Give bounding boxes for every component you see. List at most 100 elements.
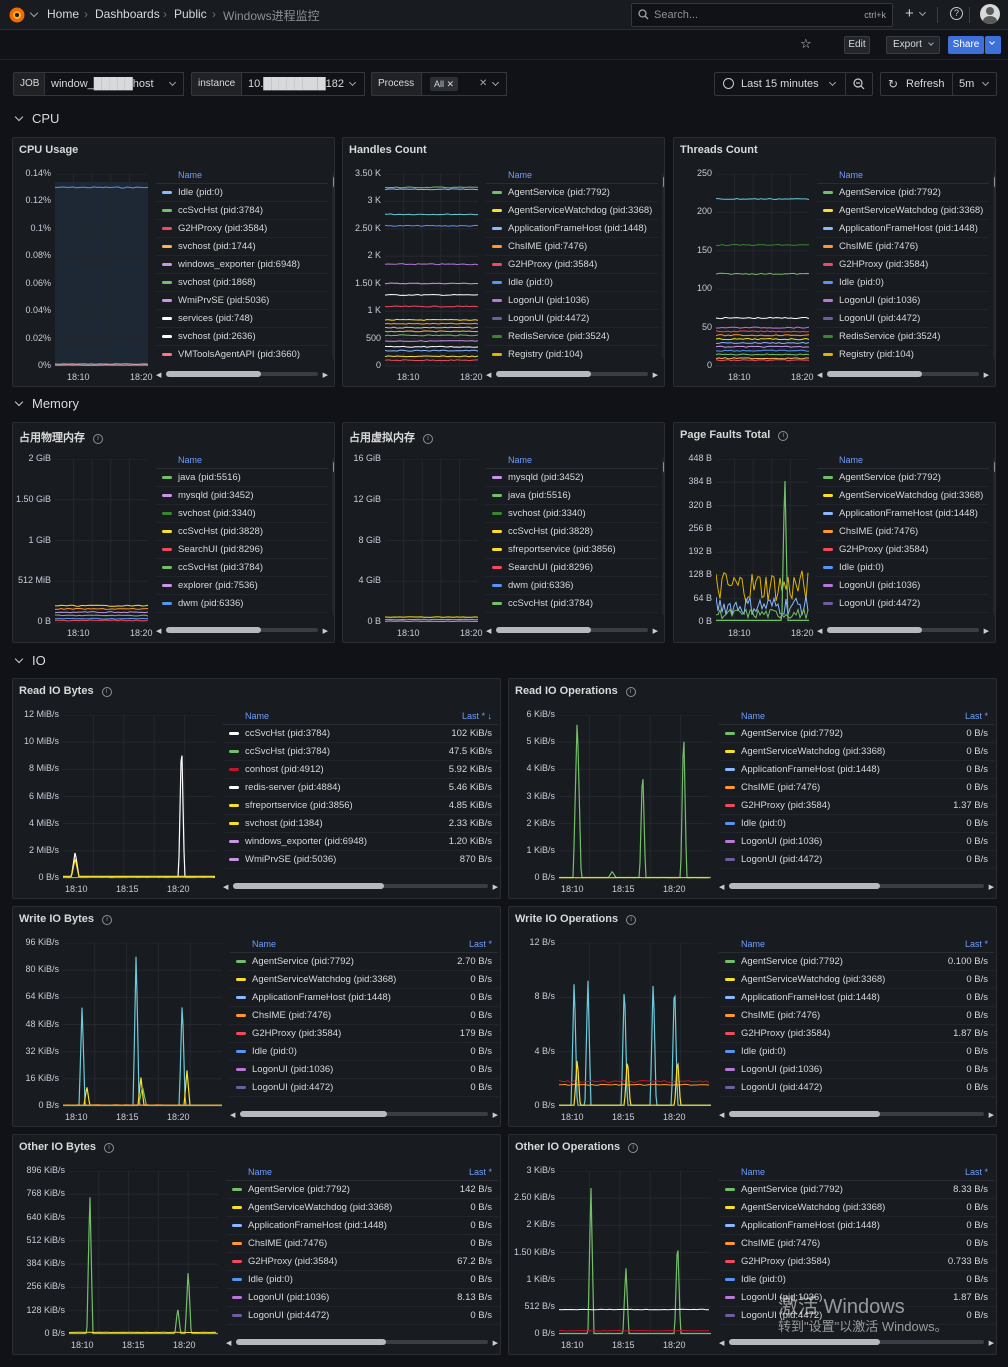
legend-horizontal-scrollbar[interactable]: ◀ ▶: [156, 371, 328, 379]
legend-row[interactable]: ChsIME (pid:7476) 0 B/s: [719, 779, 994, 797]
panel-write-io-operations[interactable]: Write IO Operations i 12 B/s 8 B/s 4 B/s 0 B/…: [508, 906, 997, 1127]
legend-row[interactable]: Idle (pid:0) 0 B/s: [719, 1271, 994, 1289]
row-io[interactable]: IO: [14, 653, 46, 668]
legend-row[interactable]: G2HProxy (pid:3584): [817, 541, 989, 559]
legend-table[interactable]: Name AgentService (pid:7792) AgentServiceW…: [486, 170, 658, 360]
info-icon[interactable]: i: [104, 1143, 115, 1153]
legend-row[interactable]: ApplicationFrameHost (pid:1448): [486, 220, 658, 238]
legend-header-last[interactable]: Last *: [468, 939, 492, 949]
legend-header-last[interactable]: Last *: [964, 1167, 988, 1177]
legend-row[interactable]: Idle (pid:0): [486, 274, 658, 292]
scrollbar-thumb[interactable]: [827, 627, 922, 633]
legend-row[interactable]: ccSvcHst (pid:3828): [156, 523, 328, 541]
row-cpu[interactable]: CPU: [14, 111, 59, 126]
panel-threads-count[interactable]: Threads Count 250 200 150 100 50 0 18:10 18:20 Na…: [673, 137, 996, 387]
legend-row[interactable]: LogonUI (pid:4472): [486, 310, 658, 328]
info-icon[interactable]: i: [102, 915, 112, 925]
legend-horizontal-scrollbar[interactable]: ◀ ▶: [817, 371, 989, 379]
legend-table[interactable]: Name Last * AgentService (pid:7792) 142 B/s…: [226, 1167, 498, 1328]
legend-row[interactable]: WmiPrvSE (pid:5036) 870 B/s: [223, 851, 498, 869]
legend-row[interactable]: java (pid:5516): [156, 469, 328, 487]
legend-row[interactable]: LogonUI (pid:1036): [486, 292, 658, 310]
scroll-right-icon[interactable]: ▶: [983, 628, 989, 635]
legend-row[interactable]: Idle (pid:0) 0 B/s: [230, 1043, 498, 1061]
chart-plot-area[interactable]: [559, 715, 711, 880]
legend-header-name[interactable]: Name: [741, 1167, 766, 1177]
legend-row[interactable]: AgentServiceWatchdog (pid:3368): [817, 202, 989, 220]
legend-row[interactable]: ApplicationFrameHost (pid:1448) 0 B/s: [230, 989, 498, 1007]
legend-table[interactable]: Name Last * AgentService (pid:7792) 0 B/s Ag…: [719, 711, 994, 872]
legend-row[interactable]: RedisService (pid:3524)0 B/s: [226, 1325, 498, 1328]
legend-row[interactable]: svchost (pid:2636): [156, 328, 328, 346]
legend-table[interactable]: Name Last * AgentService (pid:7792) 2.70 B/…: [230, 939, 498, 1100]
instance-variable-select[interactable]: 10.████████182: [241, 72, 365, 96]
legend-row[interactable]: ChsIME (pid:7476) 0 B/s: [226, 1235, 498, 1253]
legend-row[interactable]: AgentService (pid:7792) 0 B/s: [719, 725, 994, 743]
info-icon[interactable]: i: [625, 687, 636, 697]
scroll-left-icon[interactable]: ◀: [156, 372, 162, 379]
legend-row[interactable]: svchost (pid:1868): [156, 274, 328, 292]
legend-header-last[interactable]: Last *: [964, 939, 988, 949]
breadcrumb-home[interactable]: Home: [47, 7, 80, 21]
legend-row[interactable]: services (pid:748): [156, 310, 328, 328]
scroll-left-icon[interactable]: ◀: [226, 1340, 232, 1347]
legend-row[interactable]: sfreportservice (pid:3856): [156, 613, 328, 616]
legend-row[interactable]: RedisService (pid:3524): [817, 613, 989, 616]
legend-row[interactable]: ccSvcHst (pid:3784): [156, 559, 328, 577]
legend-horizontal-scrollbar[interactable]: ◀ ▶: [719, 1339, 994, 1347]
panel-other-io-bytes[interactable]: Other IO Bytes i 896 KiB/s 768 KiB/s 640 KiB…: [12, 1134, 501, 1355]
scrollbar-thumb[interactable]: [994, 176, 995, 188]
legend-row[interactable]: svchost (pid:1384) 2.33 KiB/s: [223, 815, 498, 833]
chart-plot-area[interactable]: [716, 459, 809, 624]
legend-row[interactable]: AgentServiceWatchdog (pid:3368) 0 B/s: [719, 1199, 994, 1217]
legend-table[interactable]: Name Last * AgentService (pid:7792) 0.100 B…: [719, 939, 994, 1100]
info-icon[interactable]: i: [423, 434, 433, 444]
panel-cpu-usage[interactable]: CPU Usage 0.14% 0.12% 0.1% 0.08% 0.06% 0.04% 0.…: [12, 137, 335, 387]
legend-row[interactable]: G2HProxy (pid:3584) 0.733 B/s: [719, 1253, 994, 1271]
chart-plot-area[interactable]: [55, 459, 148, 624]
legend-row[interactable]: AgentService (pid:7792) 2.70 B/s: [230, 953, 498, 971]
legend-row[interactable]: ApplicationFrameHost (pid:1448): [817, 220, 989, 238]
scroll-left-icon[interactable]: ◀: [817, 628, 823, 635]
scroll-right-icon[interactable]: ▶: [322, 628, 328, 635]
legend-row[interactable]: dwm (pid:6336): [486, 577, 658, 595]
share-dropdown-button[interactable]: [985, 36, 1001, 54]
legend-row[interactable]: sfreportservice (pid:3856) 4.85 KiB/s: [223, 797, 498, 815]
legend-header-name[interactable]: Name: [245, 711, 270, 721]
legend-row[interactable]: ApplicationFrameHost (pid:1448) 0 B/s: [719, 1217, 994, 1235]
refresh-button[interactable]: ↻ Refresh: [880, 72, 953, 96]
scroll-right-icon[interactable]: ▶: [988, 884, 994, 891]
panel-read-io-bytes[interactable]: Read IO Bytes i 12 MiB/s 10 MiB/s 8 MiB/s 6 M…: [12, 678, 501, 899]
legend-row[interactable]: G2HProxy (pid:3584): [156, 220, 328, 238]
legend-row[interactable]: LogonUI (pid:1036) 0 B/s: [230, 1061, 498, 1079]
legend-row[interactable]: ChsIME (pid:7476): [817, 238, 989, 256]
legend-row[interactable]: ApplicationFrameHost (pid:1448): [817, 505, 989, 523]
help-icon[interactable]: ?: [950, 7, 963, 20]
refresh-interval-select[interactable]: 5m: [952, 72, 997, 96]
legend-header-last[interactable]: Last *: [964, 711, 988, 721]
add-icon[interactable]: +: [905, 5, 914, 22]
edit-button[interactable]: Edit: [844, 36, 870, 54]
legend-row[interactable]: ApplicationFrameHost (pid:1448) 0 B/s: [226, 1217, 498, 1235]
legend-row[interactable]: windows_exporter (pid:6948): [156, 256, 328, 274]
scrollbar-thumb[interactable]: [166, 371, 261, 377]
legend-row[interactable]: ccSvcHst (pid:3784) 47.5 KiB/s: [223, 743, 498, 761]
legend-row[interactable]: LogonUI (pid:1036) 1.87 B/s: [719, 1289, 994, 1307]
legend-row[interactable]: AgentService (pid:7792) 0.100 B/s: [719, 953, 994, 971]
legend-row[interactable]: Registry (pid:104): [486, 346, 658, 360]
scroll-left-icon[interactable]: ◀: [719, 884, 725, 891]
legend-header-name[interactable]: Name: [178, 455, 203, 465]
row-memory[interactable]: Memory: [14, 396, 79, 411]
clear-icon[interactable]: ✕: [479, 78, 488, 89]
scrollbar-thumb[interactable]: [729, 1111, 880, 1117]
panel-virtual-memory[interactable]: 占用虚拟内存 i 16 GiB 12 GiB 8 GiB 4 GiB 0 B 18:10 18:…: [342, 422, 665, 643]
legend-vertical-scrollbar[interactable]: [993, 457, 995, 616]
info-icon[interactable]: i: [101, 687, 112, 697]
process-chip[interactable]: All ✕: [430, 77, 459, 91]
legend-header-name[interactable]: Name: [508, 455, 533, 465]
avatar[interactable]: [980, 4, 1000, 24]
legend-horizontal-scrollbar[interactable]: ◀ ▶: [230, 1111, 498, 1119]
legend-header-name[interactable]: Name: [741, 939, 766, 949]
legend-header-name[interactable]: Name: [741, 711, 766, 721]
legend-row[interactable]: VMToolsAgentAPI (pid:3660): [156, 346, 328, 360]
